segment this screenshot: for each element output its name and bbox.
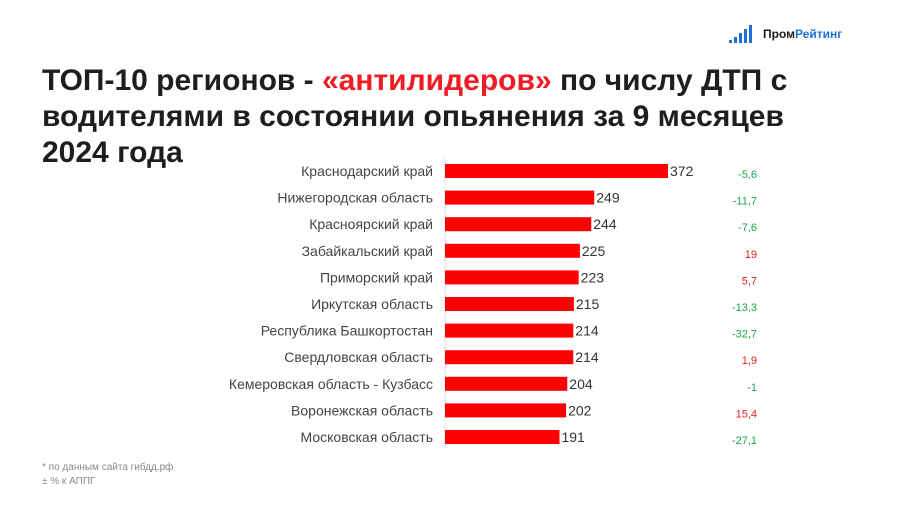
logo: ПромРейтинг xyxy=(729,24,842,44)
change-label: -1 xyxy=(747,382,757,394)
bar xyxy=(445,270,579,285)
logo-text-a: Пром xyxy=(763,27,796,41)
bar xyxy=(445,323,574,338)
value-label: 191 xyxy=(561,429,585,445)
change-label: 15,4 xyxy=(736,408,757,420)
value-label: 372 xyxy=(670,163,694,179)
category-label: Московская область xyxy=(301,429,433,445)
bar xyxy=(445,376,568,391)
change-label: 19 xyxy=(745,249,757,261)
page-title: ТОП-10 регионов - «антилидеров» по числу… xyxy=(42,63,842,171)
title-highlight: «антилидеров» xyxy=(322,64,552,97)
source-note: * по данным сайта гибдд.рф xyxy=(42,462,174,473)
value-label: 223 xyxy=(581,269,605,285)
delta-note: ± % к АППГ xyxy=(42,476,96,487)
bar xyxy=(445,297,574,311)
bar xyxy=(445,243,580,258)
change-label: 1,9 xyxy=(742,355,757,367)
category-label: Республика Башкортостан xyxy=(261,323,433,339)
value-label: 202 xyxy=(568,402,592,418)
bar xyxy=(445,350,574,365)
title-part1: ТОП-10 регионов - xyxy=(42,64,322,97)
value-label: 225 xyxy=(582,243,606,259)
change-label: 5,7 xyxy=(742,275,757,287)
logo-text-b: Рейтинг xyxy=(795,27,843,41)
logo-text: ПромРейтинг xyxy=(763,27,842,41)
value-label: 244 xyxy=(593,216,617,232)
change-label: -13,3 xyxy=(732,302,757,314)
category-label: Воронежская область xyxy=(291,402,433,418)
category-label: Иркутская область xyxy=(311,296,433,312)
bar xyxy=(445,217,592,232)
value-label: 204 xyxy=(569,376,593,392)
value-label: 215 xyxy=(576,296,600,312)
title-part2: по числу ДТП с водителями в состоянии оп… xyxy=(42,64,788,169)
category-label: Свердловская область xyxy=(284,349,433,365)
bar xyxy=(445,430,560,444)
category-label: Нижегородская область xyxy=(277,190,433,206)
change-label: -27,1 xyxy=(732,435,757,447)
value-label: 214 xyxy=(575,349,599,365)
bar xyxy=(445,190,595,205)
bar xyxy=(445,164,668,178)
category-label: Приморский край xyxy=(320,269,433,285)
change-label: -5,6 xyxy=(738,169,757,181)
category-label: Кемеровская область - Кузбасс xyxy=(229,376,433,392)
category-label: Краснодарский край xyxy=(301,163,433,179)
bars-group: Краснодарский край 372 -5,6 Нижегородская о… xyxy=(229,163,757,447)
category-label: Красноярский край xyxy=(309,216,433,232)
change-label: -32,7 xyxy=(732,329,757,341)
value-label: 214 xyxy=(575,323,599,339)
category-label: Забайкальский край xyxy=(302,243,433,259)
change-label: -11,7 xyxy=(733,196,757,208)
change-label: -7,6 xyxy=(738,222,757,234)
logo-icon xyxy=(729,25,752,43)
value-label: 249 xyxy=(596,190,620,206)
bar xyxy=(445,403,567,418)
